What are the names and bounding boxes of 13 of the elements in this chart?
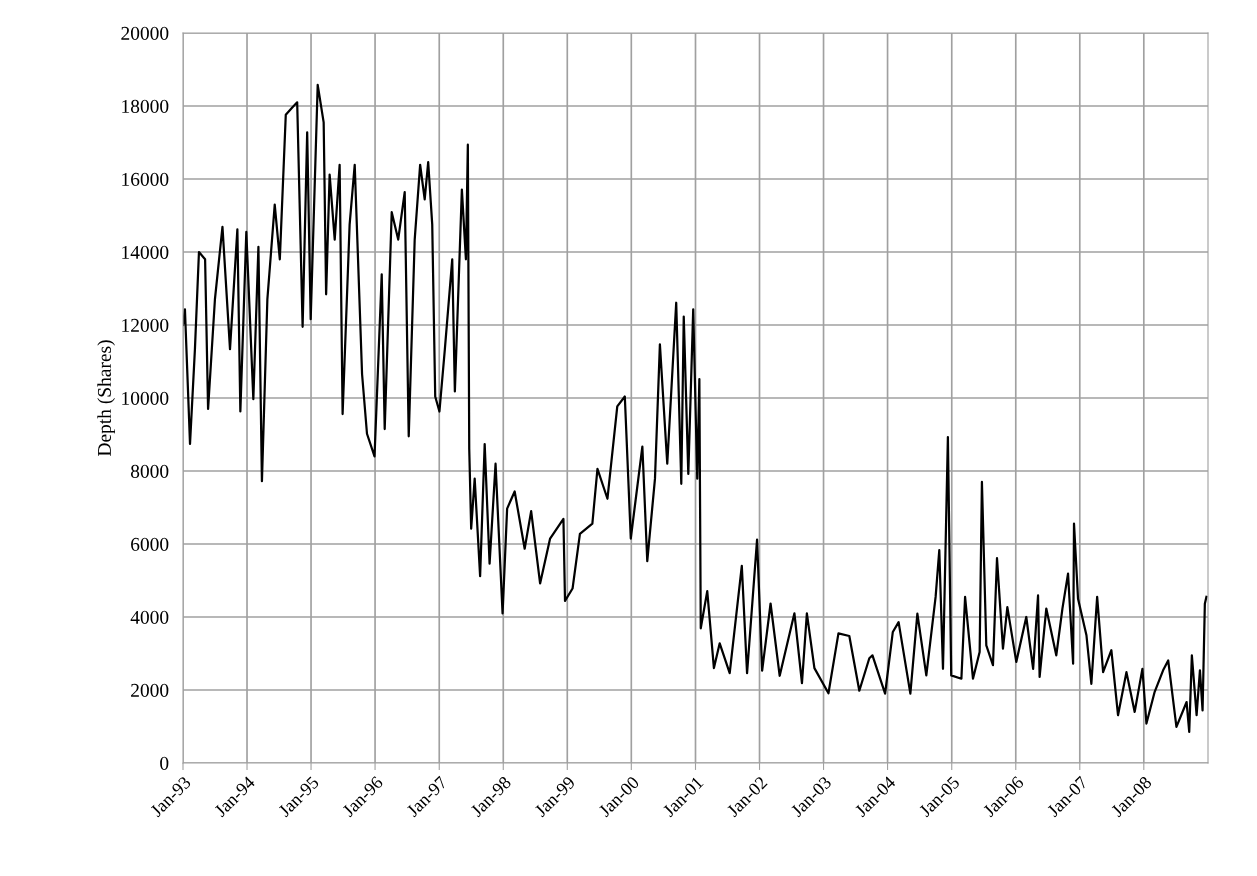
y-tick-label: 16000	[122, 172, 169, 186]
y-tick-label: 6000	[131, 537, 169, 551]
line-series	[183, 83, 1208, 734]
y-tick-label: 12000	[122, 318, 169, 332]
y-tick-label: 14000	[122, 245, 169, 259]
y-tick-label: 2000	[131, 683, 169, 697]
y-tick-label: 20000	[121, 26, 169, 40]
y-axis-title: Depth (Shares)	[97, 340, 115, 457]
y-tick-label: 0	[160, 756, 169, 770]
y-tick-label: 18000	[122, 99, 169, 113]
y-tick-label: 4000	[130, 610, 169, 624]
y-tick-label: 8000	[130, 464, 169, 478]
y-tick-label: 10000	[122, 391, 169, 405]
